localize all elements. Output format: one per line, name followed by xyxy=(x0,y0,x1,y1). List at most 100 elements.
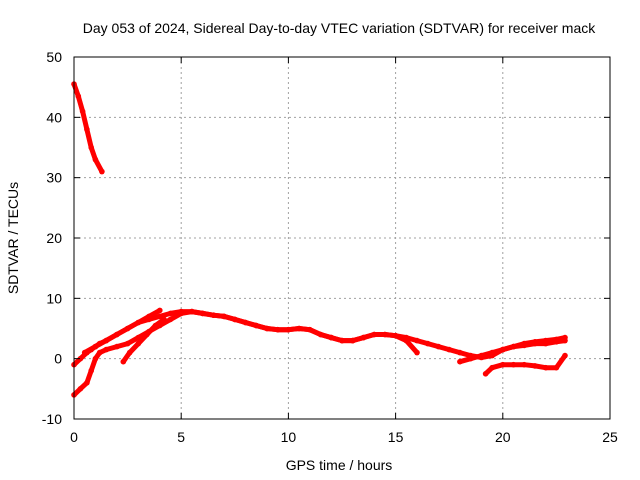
data-point xyxy=(457,358,463,365)
data-point xyxy=(167,316,174,323)
data-point xyxy=(77,355,84,362)
data-point xyxy=(562,352,568,359)
y-tick-label: 0 xyxy=(54,351,62,367)
data-point xyxy=(120,358,127,365)
x-tick-label: 25 xyxy=(602,429,618,445)
data-point xyxy=(532,363,538,369)
data-point xyxy=(435,343,442,350)
x-tick-label: 10 xyxy=(281,429,297,445)
data-point xyxy=(414,349,420,356)
data-point xyxy=(500,361,506,368)
data-point xyxy=(79,108,86,115)
data-point xyxy=(510,361,517,368)
data-point xyxy=(92,343,99,350)
grid-lines xyxy=(74,57,610,419)
data-point xyxy=(371,331,378,338)
data-point xyxy=(189,308,195,315)
data-point xyxy=(382,331,388,338)
x-tick-labels: 0 5 10 15 20 25 xyxy=(70,429,618,445)
data-point xyxy=(114,343,120,350)
data-point xyxy=(84,380,90,386)
data-point xyxy=(446,346,453,353)
data-point xyxy=(84,126,90,133)
data-point xyxy=(126,349,133,356)
data-point xyxy=(135,340,142,347)
data-point xyxy=(349,337,356,344)
data-point xyxy=(562,337,568,344)
data-point xyxy=(199,310,206,317)
x-tick-label: 5 xyxy=(177,429,185,445)
x-tick-label: 0 xyxy=(70,429,78,445)
data-point xyxy=(392,332,399,339)
data-point xyxy=(99,168,105,175)
data-point xyxy=(92,156,99,163)
chart-title: Day 053 of 2024, Sidereal Day-to-day VTE… xyxy=(83,20,596,36)
data-point xyxy=(77,386,84,392)
data-point xyxy=(296,325,302,332)
data-point xyxy=(317,331,324,338)
data-point xyxy=(285,326,292,333)
data-point xyxy=(478,352,485,359)
data-point xyxy=(489,349,495,356)
data-point xyxy=(403,337,410,344)
data-point xyxy=(264,325,270,332)
y-tick-labels: -10 0 10 20 30 40 50 xyxy=(42,49,62,427)
data-point xyxy=(482,371,489,377)
y-tick-label: 20 xyxy=(46,230,62,246)
data-point xyxy=(178,310,184,317)
data-point xyxy=(210,312,217,319)
data-point xyxy=(339,337,345,344)
data-point xyxy=(157,313,163,320)
data-point xyxy=(96,349,103,356)
data-point xyxy=(360,334,367,341)
data-point xyxy=(542,364,549,371)
data-point xyxy=(135,319,142,326)
data-point xyxy=(88,144,94,151)
data-point xyxy=(510,343,517,350)
data-point xyxy=(114,331,120,338)
data-point xyxy=(553,364,560,371)
y-tick-label: 40 xyxy=(46,109,62,125)
data-point xyxy=(152,322,159,329)
data-point xyxy=(467,355,474,362)
y-tick-label: -10 xyxy=(42,411,62,427)
data-series xyxy=(71,81,568,398)
data-point xyxy=(457,349,463,356)
data-point xyxy=(146,313,152,320)
y-tick-label: 30 xyxy=(46,170,62,186)
data-point xyxy=(521,361,527,368)
y-tick-label: 50 xyxy=(46,49,62,65)
x-axis-label: GPS time / hours xyxy=(286,457,393,473)
data-point xyxy=(500,346,506,353)
data-point xyxy=(92,355,99,362)
data-point xyxy=(221,313,227,320)
data-point xyxy=(425,340,431,347)
data-point xyxy=(542,340,549,347)
tick-marks xyxy=(73,56,611,420)
data-point xyxy=(124,325,131,332)
data-point xyxy=(253,322,259,329)
data-point xyxy=(161,316,167,323)
data-point xyxy=(167,310,174,317)
x-tick-label: 15 xyxy=(388,429,404,445)
y-axis-label: SDTVAR / TECUs xyxy=(5,182,21,294)
data-point xyxy=(157,307,163,314)
data-point xyxy=(242,319,249,326)
data-point xyxy=(328,334,335,341)
data-point xyxy=(274,326,281,333)
data-point xyxy=(232,316,238,323)
data-point xyxy=(75,93,82,99)
y-tick-label: 10 xyxy=(46,290,62,306)
data-point xyxy=(521,342,527,349)
data-point xyxy=(414,337,420,344)
data-point xyxy=(532,340,538,347)
data-point xyxy=(88,367,94,374)
data-point xyxy=(81,349,88,356)
x-tick-label: 20 xyxy=(495,429,511,445)
data-point xyxy=(103,337,109,344)
data-point xyxy=(124,340,131,347)
data-point xyxy=(307,326,313,333)
data-point xyxy=(103,346,109,353)
data-point xyxy=(553,339,560,345)
